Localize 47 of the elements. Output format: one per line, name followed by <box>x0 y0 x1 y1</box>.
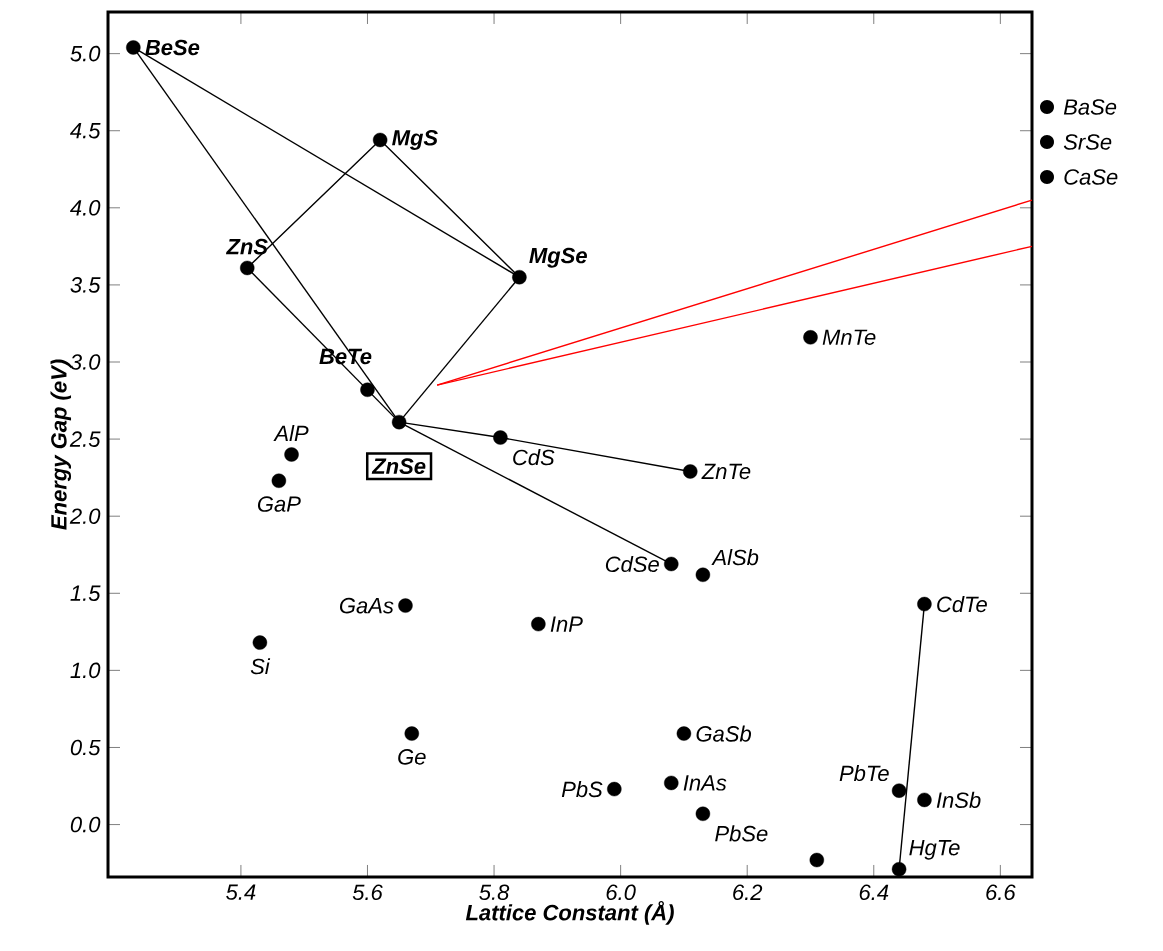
text: BaSe <box>1063 99 1117 115</box>
annotation: PbS <box>561 781 603 798</box>
y-tick-label: 1.0 <box>70 662 101 679</box>
annotation: ZnS <box>225 238 268 255</box>
y-tick-label: 4.5 <box>70 123 101 139</box>
x-tick-label: 5.8 <box>479 884 510 901</box>
annotation: CdSe <box>605 555 659 573</box>
annotation: GaSb <box>696 725 752 742</box>
annotation: PbTe <box>839 764 889 782</box>
x-tick-label: 5.6 <box>352 884 383 901</box>
y-tick-label: 0.5 <box>70 739 101 756</box>
x-tick-label: 6.0 <box>606 884 636 901</box>
x-tick-label: 6.2 <box>733 884 763 901</box>
annotation: Ge <box>398 749 426 765</box>
y-tick-label: 3.5 <box>70 277 101 293</box>
y-tick-label: 0.0 <box>70 816 101 833</box>
annotation: MgS <box>392 130 438 150</box>
text: SrSe <box>1063 134 1112 150</box>
x-tick-label: 5.4 <box>226 884 256 900</box>
annotation: AlP <box>273 425 309 441</box>
annotation: Si <box>250 658 271 675</box>
annotation: HgTe <box>909 840 960 860</box>
annotation: AlSb <box>711 549 759 566</box>
annotation: PbSe <box>715 825 768 842</box>
y-tick-label: 5.0 <box>70 45 101 62</box>
y-tick-label: 2.0 <box>69 508 101 524</box>
x-tick-label: 6.6 <box>986 884 1016 901</box>
y-tick-label: 3.0 <box>70 354 101 370</box>
annotation: InAs <box>683 775 727 791</box>
annotation: CdTe <box>937 595 987 613</box>
annotation: MgSe <box>529 247 587 268</box>
annotation: InP <box>550 616 583 632</box>
annotation: InSb <box>936 791 981 808</box>
x-tick-label: 6.4 <box>859 884 889 901</box>
annotation: ZnTe <box>701 463 751 480</box>
text: CaSe <box>1064 169 1118 185</box>
annotation: BeSe <box>145 39 200 56</box>
annotation: GaAs <box>339 597 394 614</box>
y-tick-label: 1.5 <box>70 585 101 601</box>
y-axis-title: Energy Gap (eV) <box>50 359 72 530</box>
annotation: CdS <box>513 449 555 466</box>
y-tick-label: 2.5 <box>69 431 101 447</box>
y-tick-label: 4.0 <box>70 200 101 216</box>
x-axis-title: Lattice Constant (Å) <box>465 900 674 925</box>
annotation: MnTe <box>822 329 876 346</box>
annotation: ZnSe <box>371 458 426 474</box>
annotation: GaP <box>257 496 301 512</box>
